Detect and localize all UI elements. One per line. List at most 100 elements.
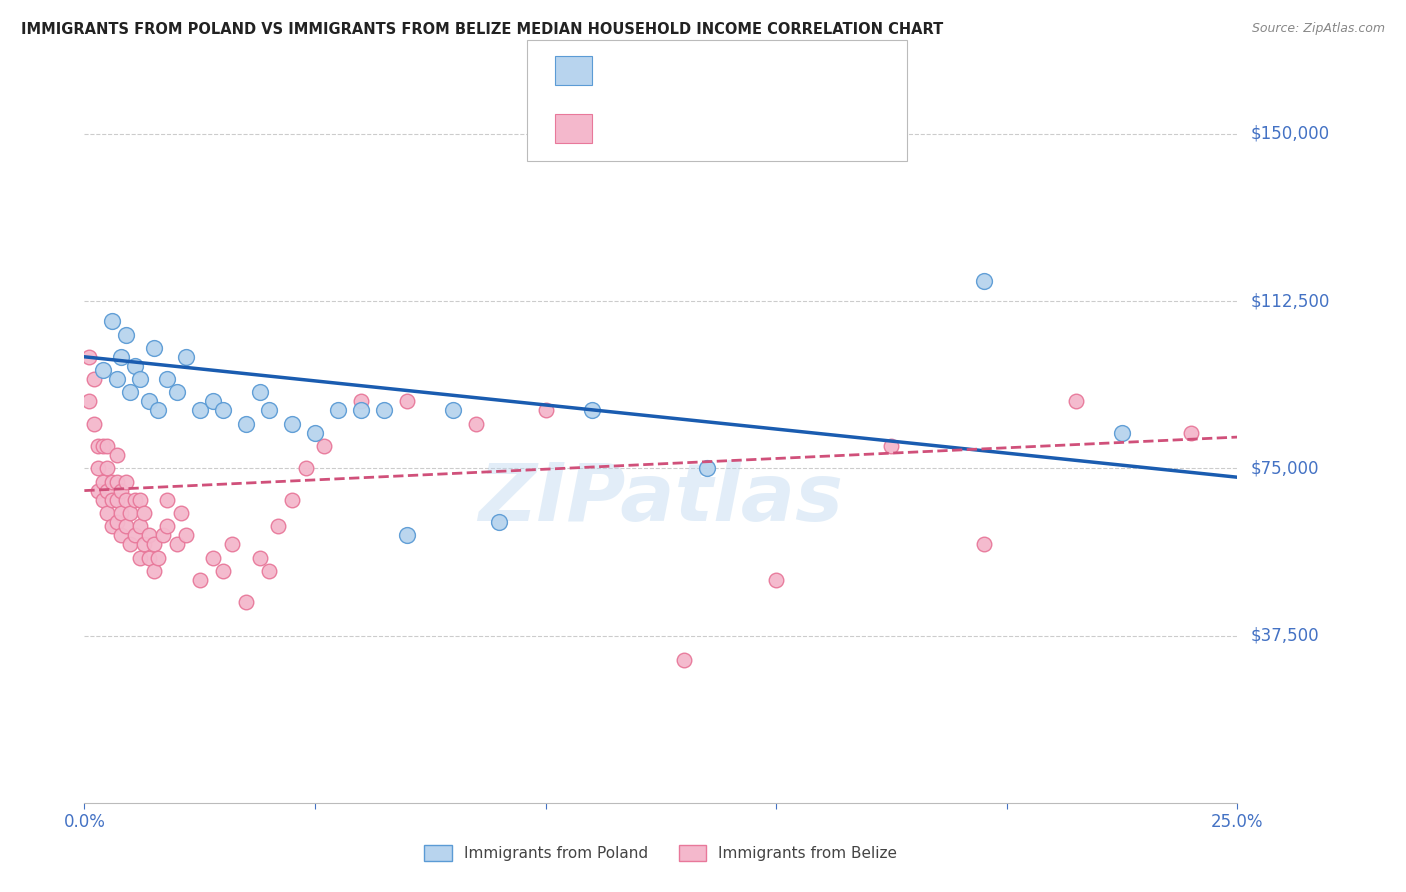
Point	[488, 515, 510, 529]
Point	[534, 403, 557, 417]
Point	[170, 506, 193, 520]
Point	[138, 394, 160, 409]
Text: 68: 68	[735, 120, 761, 137]
Point	[581, 403, 603, 417]
Point	[156, 372, 179, 386]
Point	[105, 475, 128, 489]
Point	[83, 372, 105, 386]
Point	[211, 403, 233, 417]
Point	[304, 425, 326, 440]
Point	[124, 528, 146, 542]
Point	[115, 327, 138, 342]
Text: 32: 32	[735, 62, 761, 79]
Point	[973, 274, 995, 288]
Point	[120, 385, 142, 400]
Point	[87, 439, 110, 453]
Point	[235, 595, 257, 609]
Text: $75,000: $75,000	[1251, 459, 1320, 477]
Point	[249, 550, 271, 565]
Point	[166, 385, 188, 400]
Text: N =: N =	[703, 62, 742, 79]
Text: IMMIGRANTS FROM POLAND VS IMMIGRANTS FROM BELIZE MEDIAN HOUSEHOLD INCOME CORRELA: IMMIGRANTS FROM POLAND VS IMMIGRANTS FRO…	[21, 22, 943, 37]
Point	[128, 550, 150, 565]
Point	[101, 519, 124, 533]
Point	[101, 314, 124, 328]
Point	[166, 537, 188, 551]
Text: $112,500: $112,500	[1251, 292, 1330, 310]
Point	[105, 372, 128, 386]
Point	[211, 564, 233, 578]
Point	[314, 439, 336, 453]
Point	[257, 403, 280, 417]
Point	[235, 417, 257, 431]
Point	[110, 506, 132, 520]
Point	[105, 515, 128, 529]
Point	[124, 492, 146, 507]
Point	[202, 394, 225, 409]
Point	[134, 537, 156, 551]
Point	[138, 550, 160, 565]
Point	[142, 564, 165, 578]
Point	[156, 519, 179, 533]
Point	[91, 439, 114, 453]
Point	[1111, 425, 1133, 440]
Point	[115, 492, 138, 507]
Point	[120, 506, 142, 520]
Point	[1064, 394, 1087, 409]
Point	[101, 492, 124, 507]
Point	[156, 492, 179, 507]
Point	[96, 506, 118, 520]
Point	[696, 461, 718, 475]
Point	[105, 492, 128, 507]
Text: -0.417: -0.417	[626, 62, 690, 79]
Point	[765, 573, 787, 587]
Point	[124, 359, 146, 373]
Point	[134, 506, 156, 520]
Point	[115, 519, 138, 533]
Point	[396, 394, 419, 409]
Point	[91, 492, 114, 507]
Point	[128, 372, 150, 386]
Text: N =: N =	[703, 120, 742, 137]
Point	[128, 492, 150, 507]
Point	[350, 403, 373, 417]
Point	[281, 417, 304, 431]
Point	[77, 394, 100, 409]
Point	[441, 403, 464, 417]
Point	[110, 528, 132, 542]
Point	[91, 363, 114, 377]
Text: ZIPatlas: ZIPatlas	[478, 460, 844, 539]
Point	[110, 350, 132, 364]
Point	[142, 537, 165, 551]
Point	[281, 492, 304, 507]
Point	[110, 483, 132, 498]
Point	[138, 528, 160, 542]
Point	[326, 403, 349, 417]
Point	[1180, 425, 1202, 440]
Point	[142, 341, 165, 355]
Point	[188, 573, 211, 587]
Point	[128, 519, 150, 533]
Point	[880, 439, 903, 453]
Point	[87, 483, 110, 498]
Point	[152, 528, 174, 542]
Point	[146, 403, 169, 417]
Text: 0.044: 0.044	[626, 120, 682, 137]
Text: R =: R =	[595, 62, 634, 79]
Point	[91, 475, 114, 489]
Point	[672, 653, 695, 667]
Point	[973, 537, 995, 551]
Text: R =: R =	[595, 120, 634, 137]
Point	[101, 475, 124, 489]
Point	[96, 461, 118, 475]
Legend: Immigrants from Poland, Immigrants from Belize: Immigrants from Poland, Immigrants from …	[418, 839, 904, 867]
Point	[221, 537, 243, 551]
Point	[174, 350, 197, 364]
Point	[87, 461, 110, 475]
Point	[350, 394, 373, 409]
Point	[83, 417, 105, 431]
Point	[174, 528, 197, 542]
Point	[465, 417, 488, 431]
Point	[396, 528, 419, 542]
Point	[267, 519, 290, 533]
